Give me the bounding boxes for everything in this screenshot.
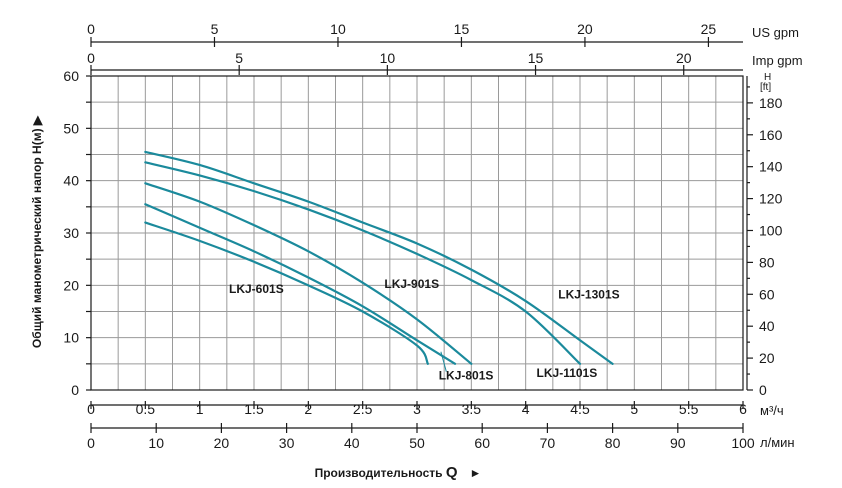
l-min-tick-label: 10 [148, 435, 164, 451]
x-tick-label: 0.5 [136, 401, 156, 417]
y-axis-title: Общий манометрический напор Н(м) ▶ [30, 115, 44, 348]
x-tick-label: 4.5 [570, 401, 590, 417]
feet-tick-label: 100 [759, 222, 783, 238]
x-axis-title-arrow: ► [470, 466, 482, 480]
feet-tick-label: 180 [759, 95, 783, 111]
l-min-tick-label: 20 [214, 435, 230, 451]
curves-layer [144, 150, 614, 372]
feet-tick-label: 80 [759, 254, 775, 270]
curve-lkj-1301s [144, 150, 614, 365]
curve-label-lkj-1301s: LKJ-1301S [558, 287, 619, 301]
feet-tick-label: 140 [759, 159, 783, 175]
us-gpm-tick-label: 0 [87, 21, 95, 37]
l-min-tick-label: 40 [344, 435, 360, 451]
l-min-tick-label: 90 [670, 435, 686, 451]
curve-lkj-1101s [144, 161, 582, 365]
l-min-tick-label: 100 [731, 435, 755, 451]
y-tick-label: 50 [63, 120, 79, 136]
imp-gpm-unit-label: Imp gpm [752, 53, 803, 68]
feet-tick-label: 60 [759, 286, 775, 302]
x-tick-label: 0 [87, 401, 95, 417]
us-gpm-tick-label: 15 [454, 21, 470, 37]
curve-label-lkj-601s: LKJ-601S [229, 282, 284, 296]
curve-lkj-601s [144, 221, 429, 365]
curve-lkj-901s [144, 182, 473, 365]
l-min-tick-label: 0 [87, 435, 95, 451]
imp-gpm-tick-label: 10 [380, 50, 396, 66]
feet-tick-label: 160 [759, 127, 783, 143]
lkj-801s-pointer [440, 351, 447, 372]
feet-tick-label: 40 [759, 318, 775, 334]
x-tick-label: 5 [630, 401, 638, 417]
x-axis-title: Производительность Q ► [315, 464, 482, 481]
x-axis-title-symbol: Q [446, 464, 458, 481]
y-tick-label: 40 [63, 173, 79, 189]
us-gpm-tick-label: 10 [330, 21, 346, 37]
feet-tick-label: 120 [759, 191, 783, 207]
us-gpm-tick-label: 5 [211, 21, 219, 37]
x-tick-label: 1.5 [244, 401, 264, 417]
imp-gpm-tick-label: 20 [676, 50, 692, 66]
y-tick-label: 60 [63, 68, 79, 84]
x-tick-label: 3.5 [462, 401, 482, 417]
l-min-tick-label: 30 [279, 435, 295, 451]
imp-gpm-tick-label: 0 [87, 50, 95, 66]
l-min-tick-label: 50 [409, 435, 425, 451]
x-tick-label: 2.5 [353, 401, 373, 417]
us-gpm-tick-label: 20 [577, 21, 593, 37]
imp-gpm-tick-label: 15 [528, 50, 544, 66]
imp-gpm-tick-label: 5 [235, 50, 243, 66]
feet-tick-label: 0 [759, 382, 767, 398]
x-tick-label: 1 [196, 401, 204, 417]
feet-tick-label: 20 [759, 350, 775, 366]
x-tick-label: 3 [413, 401, 421, 417]
x-tick-label: 6 [739, 401, 747, 417]
curve-lkj-801s [144, 203, 457, 365]
x-tick-label: 2 [304, 401, 312, 417]
curve-label-lkj-901s: LKJ-901S [384, 277, 439, 291]
l-min-tick-label: 80 [605, 435, 621, 451]
grid-layer [91, 76, 743, 390]
curve-label-lkj-801s: LKJ-801S [439, 369, 494, 383]
y-tick-label: 30 [63, 225, 79, 241]
feet-unit-label-sub: [ft] [760, 82, 771, 93]
y-tick-label: 0 [71, 382, 79, 398]
l-min-tick-label: 60 [474, 435, 490, 451]
l-min-unit-label: л/мин [760, 435, 795, 450]
labels-layer: LKJ-601S LKJ-901S LKJ-801S LKJ-1101S LKJ-130… [229, 277, 620, 383]
feet-unit-label: H [764, 72, 771, 83]
us-gpm-unit-label: US gpm [752, 25, 799, 40]
y-tick-label: 20 [63, 277, 79, 293]
m3h-unit-label: м³/ч [760, 403, 784, 418]
us-gpm-tick-label: 25 [701, 21, 717, 37]
l-min-tick-label: 70 [540, 435, 556, 451]
x-axis-title-prefix: Производительность [315, 466, 446, 480]
curve-label-lkj-1101s: LKJ-1101S [537, 366, 598, 380]
x-tick-label: 4 [522, 401, 530, 417]
y-tick-label: 10 [63, 330, 79, 346]
x-tick-label: 5.5 [679, 401, 699, 417]
